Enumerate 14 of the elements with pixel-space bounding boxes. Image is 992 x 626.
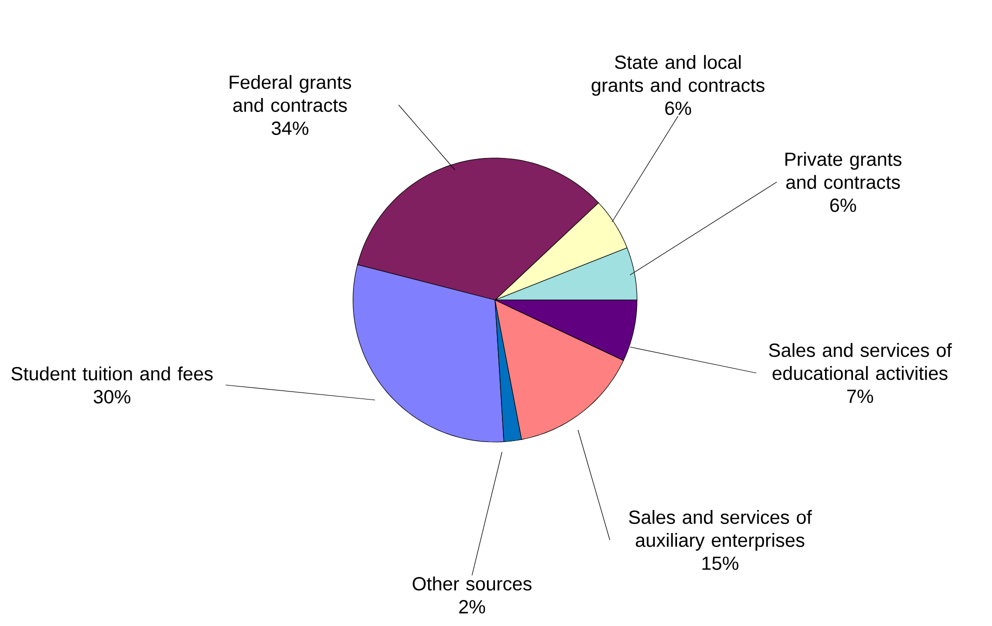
- slice-label: Sales and services of auxiliary enterprises: [628, 510, 812, 551]
- data-label: 30%: [94, 390, 130, 404]
- slice-label: Other sources: [412, 576, 532, 591]
- data-label: 6%: [830, 198, 856, 212]
- slice-label: Private grants and contracts: [785, 152, 902, 189]
- data-label: 15%: [702, 556, 738, 570]
- data-label: 34%: [272, 122, 308, 135]
- slice-label: State and local grants and contracts: [592, 55, 764, 96]
- data-label: 6%: [665, 102, 692, 115]
- slice-label: Federal grants and contracts: [230, 75, 352, 112]
- slice-label: Sales and services of educational activities: [768, 343, 952, 380]
- slice-label: Student tuition and fees: [11, 366, 213, 380]
- data-label: 7%: [847, 390, 874, 403]
- data-label: 2%: [459, 600, 486, 614]
